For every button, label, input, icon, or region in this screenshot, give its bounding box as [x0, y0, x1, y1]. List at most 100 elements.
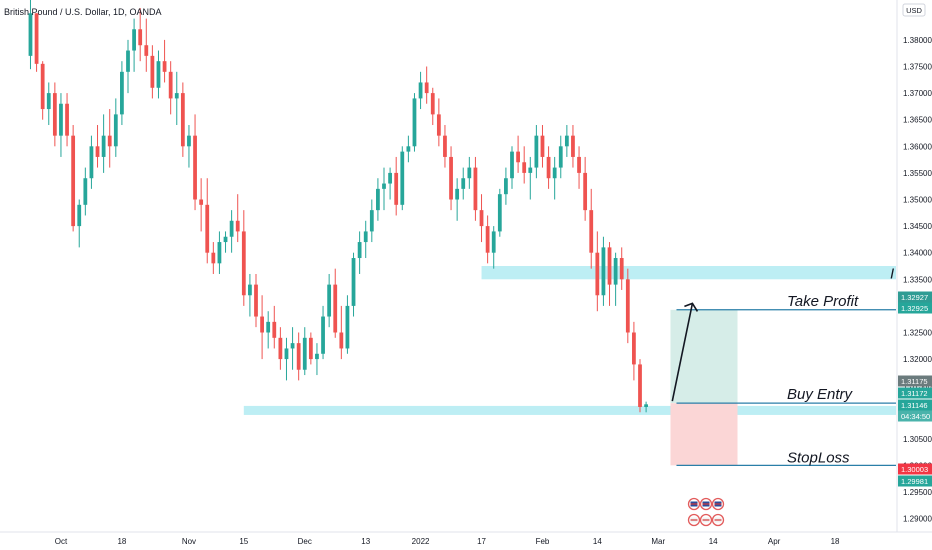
- us-event-flag-icon[interactable]: [687, 513, 701, 527]
- candle-body: [333, 284, 338, 333]
- edge-letter-label: I: [890, 265, 894, 282]
- candle-body: [522, 162, 527, 173]
- zone-band-0: [481, 266, 896, 280]
- candle-body: [266, 321, 271, 333]
- candle-body: [357, 242, 362, 259]
- candle-body: [400, 151, 405, 205]
- candle-body: [619, 258, 624, 280]
- loss-zone: [670, 403, 738, 466]
- candle-body: [467, 167, 472, 179]
- price-tick-label: 1.36500: [903, 116, 932, 125]
- price-tick-label: 1.38000: [903, 36, 932, 45]
- candle-body: [107, 135, 112, 147]
- candle-body: [52, 93, 57, 136]
- gb-event-flag-icon[interactable]: [687, 497, 701, 511]
- candle-body: [284, 348, 289, 360]
- date-tick-label: 14: [709, 537, 718, 546]
- candle-body: [235, 220, 240, 232]
- candle-body: [193, 135, 197, 200]
- date-tick-label: Dec: [298, 537, 312, 546]
- candle-body: [113, 114, 118, 147]
- candle-body: [510, 151, 514, 179]
- candle-body: [412, 98, 417, 147]
- candle-body: [327, 284, 332, 317]
- candle-body: [174, 93, 179, 99]
- us-event-flag-icon[interactable]: [711, 513, 725, 527]
- candle-body: [321, 316, 325, 354]
- price-tick-label: 1.37000: [903, 89, 932, 98]
- candle-body: [479, 210, 484, 227]
- candle-body: [180, 93, 185, 147]
- gb-event-flag-icon[interactable]: [699, 497, 713, 511]
- price-tag-label: 1.30003: [901, 465, 928, 474]
- candle-body: [138, 29, 143, 46]
- candle-body: [430, 93, 435, 115]
- candle-body: [156, 61, 161, 88]
- candle-body: [473, 167, 478, 211]
- candle-body: [388, 172, 392, 184]
- candle-body: [418, 82, 423, 99]
- candle-body: [534, 135, 539, 168]
- candle-body: [546, 156, 551, 179]
- candle-body: [449, 156, 453, 200]
- date-tick-label: 17: [477, 537, 486, 546]
- candle-body: [443, 135, 447, 157]
- candle-body: [248, 284, 252, 296]
- date-tick-label: 18: [831, 537, 840, 546]
- currency-label: USD: [906, 6, 922, 15]
- price-tick-label: 1.30500: [903, 435, 932, 444]
- candle-body: [607, 247, 612, 285]
- price-tick-label: 1.33500: [903, 275, 932, 284]
- price-tick-label: 1.34500: [903, 222, 932, 231]
- candle-body: [290, 343, 295, 349]
- candle-body: [120, 71, 124, 115]
- currency-badge[interactable]: [902, 3, 926, 17]
- us-event-flag-icon[interactable]: [699, 513, 713, 527]
- candle-body: [406, 146, 411, 152]
- candle-body: [516, 151, 520, 163]
- candle-body: [28, 13, 33, 56]
- price-tag-label: 1.31146: [901, 401, 928, 410]
- candle-body: [150, 55, 155, 88]
- candle-body: [552, 167, 557, 179]
- candle-body: [491, 231, 496, 253]
- price-tag-label: 04:34:50: [901, 412, 930, 421]
- candle-body: [315, 353, 319, 360]
- profit-zone: [670, 309, 738, 404]
- candle-body: [589, 210, 594, 253]
- gb-event-flag-icon[interactable]: [711, 497, 725, 511]
- price-tag-label: 1.32925: [901, 304, 928, 313]
- candle-body: [144, 45, 149, 56]
- stop-loss-label: StopLoss: [787, 449, 850, 466]
- candle-body: [363, 231, 368, 243]
- date-tick-label: Mar: [651, 537, 665, 546]
- candle-body: [504, 178, 508, 195]
- price-tick-label: 1.35000: [903, 196, 932, 205]
- price-tag-bg: [898, 387, 932, 399]
- candle-body: [126, 50, 130, 72]
- candle-body: [613, 258, 618, 285]
- candle-body: [497, 194, 502, 232]
- candle-body: [302, 337, 307, 370]
- price-tag-bg: [898, 302, 932, 314]
- candle-body: [571, 135, 575, 157]
- candle-body: [296, 343, 301, 370]
- candle-body: [345, 305, 350, 349]
- date-tick-label: 15: [239, 537, 248, 546]
- price-tag-label: 1.31172: [901, 389, 928, 398]
- date-tick-label: Apr: [768, 537, 781, 546]
- price-tick-label: 1.29000: [903, 515, 932, 524]
- candle-body: [394, 172, 399, 205]
- candle-body: [278, 337, 283, 360]
- candle-body: [424, 82, 429, 94]
- candle-body: [601, 247, 606, 296]
- price-tag-label: 1.32927: [901, 293, 928, 302]
- candle-body: [205, 204, 210, 253]
- symbol-title: British Pound / U.S. Dollar, 1D, OANDA: [4, 7, 162, 17]
- price-tag-bg: [898, 375, 932, 387]
- candle-body: [211, 252, 216, 264]
- candle-body: [376, 188, 380, 211]
- candle-body: [59, 103, 63, 136]
- price-tag-bg: [898, 475, 932, 487]
